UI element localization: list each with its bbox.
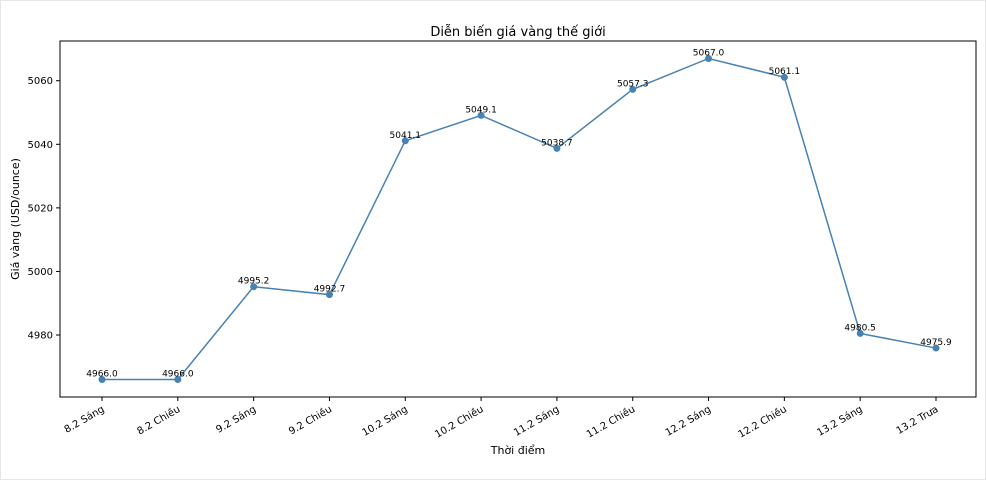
data-point: [553, 144, 561, 152]
data-point: [629, 85, 637, 93]
x-tick-label: 8.2 Chiều: [135, 403, 182, 437]
x-tick-label: 10.2 Sáng: [360, 403, 410, 439]
data-label: 4980.5: [844, 323, 876, 333]
data-label: 4992.7: [314, 285, 346, 295]
data-label: 5067.0: [693, 48, 725, 58]
data-point: [705, 54, 713, 62]
y-axis: 4980 5000 5020 5040 5060: [28, 76, 60, 342]
data-label: 4966.0: [162, 370, 194, 380]
x-tick-label: 8.2 Sáng: [62, 403, 106, 436]
x-tick-label: 9.2 Chiều: [287, 403, 334, 437]
data-point: [401, 137, 409, 145]
data-label: 4975.9: [920, 338, 952, 348]
x-tick-label: 12.2 Sáng: [663, 403, 713, 439]
x-tick-label: 9.2 Sáng: [214, 403, 258, 436]
x-axis-label: Thời điểm: [490, 444, 546, 457]
y-tick-label: 5040: [28, 140, 53, 151]
y-axis-label: Giá vàng (USD/ounce): [9, 158, 22, 280]
y-tick-label: 5000: [28, 267, 53, 278]
data-label: 5041.1: [390, 131, 422, 141]
data-label: 4966.0: [86, 370, 118, 380]
y-tick-label: 5060: [28, 76, 53, 87]
data-point: [98, 376, 106, 384]
x-axis: 8.2 Sáng 8.2 Chiều 9.2 Sáng 9.2 Chiều 10.2 S…: [62, 397, 941, 441]
data-point: [325, 291, 333, 299]
y-tick-label: 4980: [28, 331, 53, 342]
data-point: [780, 73, 788, 81]
plot-area: [59, 40, 977, 398]
series-line: [102, 57, 937, 381]
data-label: 5061.1: [769, 67, 801, 77]
data-point: [250, 283, 258, 291]
data-point: [174, 376, 182, 384]
x-tick-label: 13.2 Sáng: [815, 403, 865, 439]
data-labels: 4966.0 4966.0 4995.2 4992.7 5041.1 5049.1 5038…: [86, 48, 952, 379]
x-tick-label: 12.2 Chiều: [736, 403, 789, 440]
x-tick-label: 10.2 Chiều: [433, 403, 486, 440]
y-tick-label: 5020: [28, 203, 53, 214]
chart-title: Diễn biến giá vàng thế giới: [430, 25, 605, 40]
data-point: [856, 329, 864, 337]
data-label: 5038.7: [541, 138, 573, 148]
data-label: 5057.3: [617, 79, 649, 89]
price-series: [98, 54, 940, 384]
data-point: [932, 344, 940, 352]
data-point: [477, 111, 485, 119]
x-tick-label: 13.2 Trưa: [895, 404, 941, 437]
x-tick-label: 11.2 Sáng: [512, 403, 562, 439]
data-label: 5049.1: [465, 105, 497, 115]
x-tick-label: 11.2 Chiều: [584, 403, 637, 440]
data-label: 4995.2: [238, 277, 270, 287]
